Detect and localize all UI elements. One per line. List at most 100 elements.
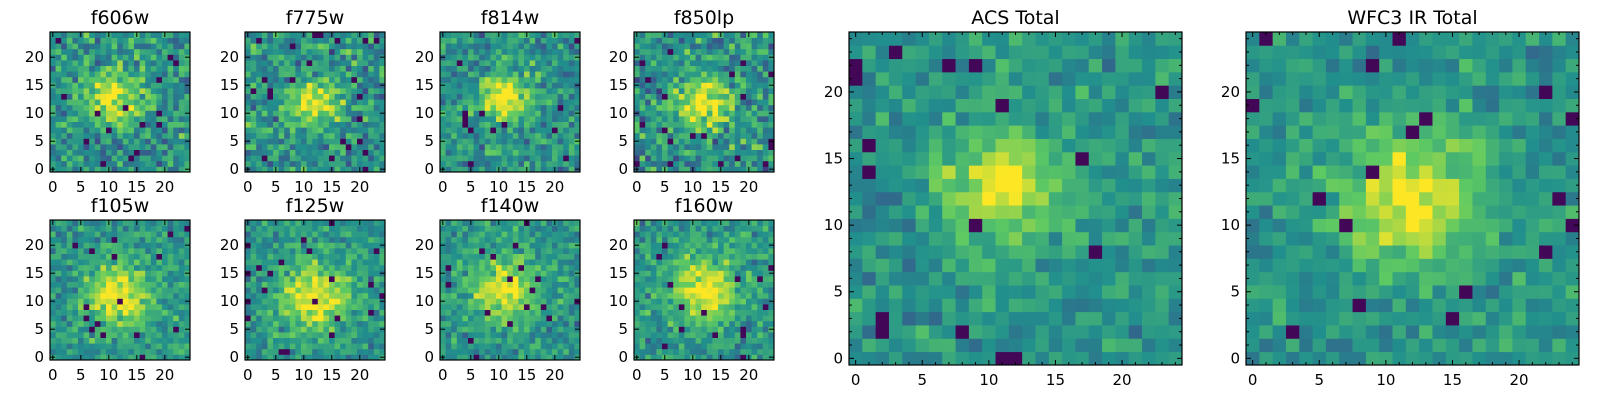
heatmap-cell — [462, 37, 469, 44]
heatmap-cell — [357, 43, 363, 50]
heatmap-cell — [106, 337, 112, 344]
heatmap-cell — [245, 76, 251, 83]
heatmap-cell — [150, 320, 157, 327]
heatmap-cell — [317, 149, 324, 156]
heatmap-cell — [468, 37, 474, 44]
heatmap-cell — [317, 354, 324, 361]
heatmap-cell — [746, 276, 752, 282]
heatmap-cell — [757, 99, 764, 106]
heatmap-cell — [323, 93, 330, 100]
heatmap-cell — [295, 343, 302, 350]
heatmap-cell — [373, 110, 380, 117]
heatmap-cell — [768, 32, 775, 38]
heatmap-cell — [673, 32, 680, 38]
heatmap-cell — [540, 231, 547, 238]
heatmap-cell — [89, 116, 96, 122]
heatmap-cell — [462, 343, 469, 350]
heatmap-cell — [256, 160, 263, 167]
heatmap-cell — [156, 276, 163, 282]
heatmap-cell — [66, 37, 73, 44]
heatmap-cell — [746, 127, 752, 134]
heatmap-cell — [507, 82, 514, 89]
heatmap-cell — [250, 326, 257, 333]
heatmap-cell — [134, 298, 140, 305]
heatmap-cell — [117, 60, 124, 66]
heatmap-cell — [496, 292, 502, 299]
heatmap-cell — [317, 166, 324, 173]
heatmap-cell — [334, 220, 341, 226]
heatmap-cell — [78, 93, 84, 100]
heatmap-cell — [139, 121, 146, 128]
heatmap-cell — [684, 287, 691, 294]
heatmap-cell — [334, 304, 341, 310]
heatmap-cell — [563, 144, 570, 150]
heatmap-cell — [117, 37, 124, 44]
heatmap-cell — [55, 276, 62, 282]
heatmap-cell — [351, 144, 358, 150]
heatmap-cell — [156, 60, 163, 66]
heatmap-cell — [740, 348, 747, 355]
heatmap-cell — [456, 348, 463, 355]
heatmap-cell — [284, 259, 291, 266]
heatmap-cell — [656, 155, 663, 162]
heatmap-cell — [462, 264, 469, 271]
heatmap-cell — [552, 253, 558, 260]
heatmap-cell — [757, 138, 764, 145]
heatmap-cell — [261, 354, 268, 361]
heatmap-cell — [706, 88, 713, 94]
heatmap-cell — [650, 270, 657, 277]
heatmap-cell — [83, 264, 90, 271]
heatmap-cell — [100, 264, 107, 271]
heatmap-cell — [261, 99, 268, 106]
heatmap-cell — [535, 132, 542, 139]
x-tick-label: 0 — [48, 178, 58, 196]
x-tick-label: 15 — [127, 178, 146, 196]
heatmap-cell — [524, 110, 530, 117]
heatmap-cell — [440, 332, 446, 338]
heatmap-cell — [261, 236, 268, 243]
heatmap-cell — [173, 48, 180, 55]
heatmap-cell — [83, 43, 90, 50]
heatmap-cell — [139, 149, 146, 156]
heatmap-cell — [678, 43, 685, 50]
heatmap-cell — [445, 281, 452, 288]
heatmap-cell — [295, 315, 302, 322]
heatmap-cell — [94, 220, 101, 226]
heatmap-cell — [150, 32, 157, 38]
heatmap-cell — [128, 236, 135, 243]
heatmap-cell — [362, 76, 369, 83]
heatmap-cell — [373, 292, 380, 299]
heatmap-cell — [456, 220, 463, 226]
heatmap-cell — [317, 65, 324, 72]
heatmap-cell — [83, 110, 90, 117]
heatmap-cell — [451, 354, 458, 361]
heatmap-cell — [256, 104, 263, 111]
heatmap-cell — [250, 43, 257, 50]
heatmap-cell — [645, 43, 652, 50]
heatmap-cell — [673, 354, 680, 361]
heatmap-cell — [490, 32, 497, 38]
heatmap-cell — [552, 160, 558, 167]
heatmap-cell — [306, 343, 313, 350]
heatmap-cell — [507, 155, 514, 162]
heatmap-cell — [768, 281, 775, 288]
heatmap-cell — [145, 138, 152, 145]
heatmap-cell — [284, 220, 291, 226]
heatmap-cell — [106, 225, 112, 232]
heatmap-cell — [278, 264, 285, 271]
heatmap-cell — [546, 304, 553, 310]
heatmap-cell — [667, 104, 674, 111]
heatmap-cell — [150, 354, 157, 361]
heatmap-cell — [289, 99, 296, 106]
heatmap-cell — [150, 242, 157, 249]
heatmap-cell — [684, 298, 691, 305]
heatmap-cell — [150, 348, 157, 355]
heatmap-cell — [83, 354, 90, 361]
heatmap-cell — [145, 132, 152, 139]
heatmap-cell — [757, 298, 764, 305]
heatmap-cell — [250, 292, 257, 299]
heatmap-cell — [490, 110, 497, 117]
heatmap-cell — [451, 287, 458, 294]
heatmap-cell — [473, 160, 480, 167]
heatmap-cell — [117, 32, 124, 38]
